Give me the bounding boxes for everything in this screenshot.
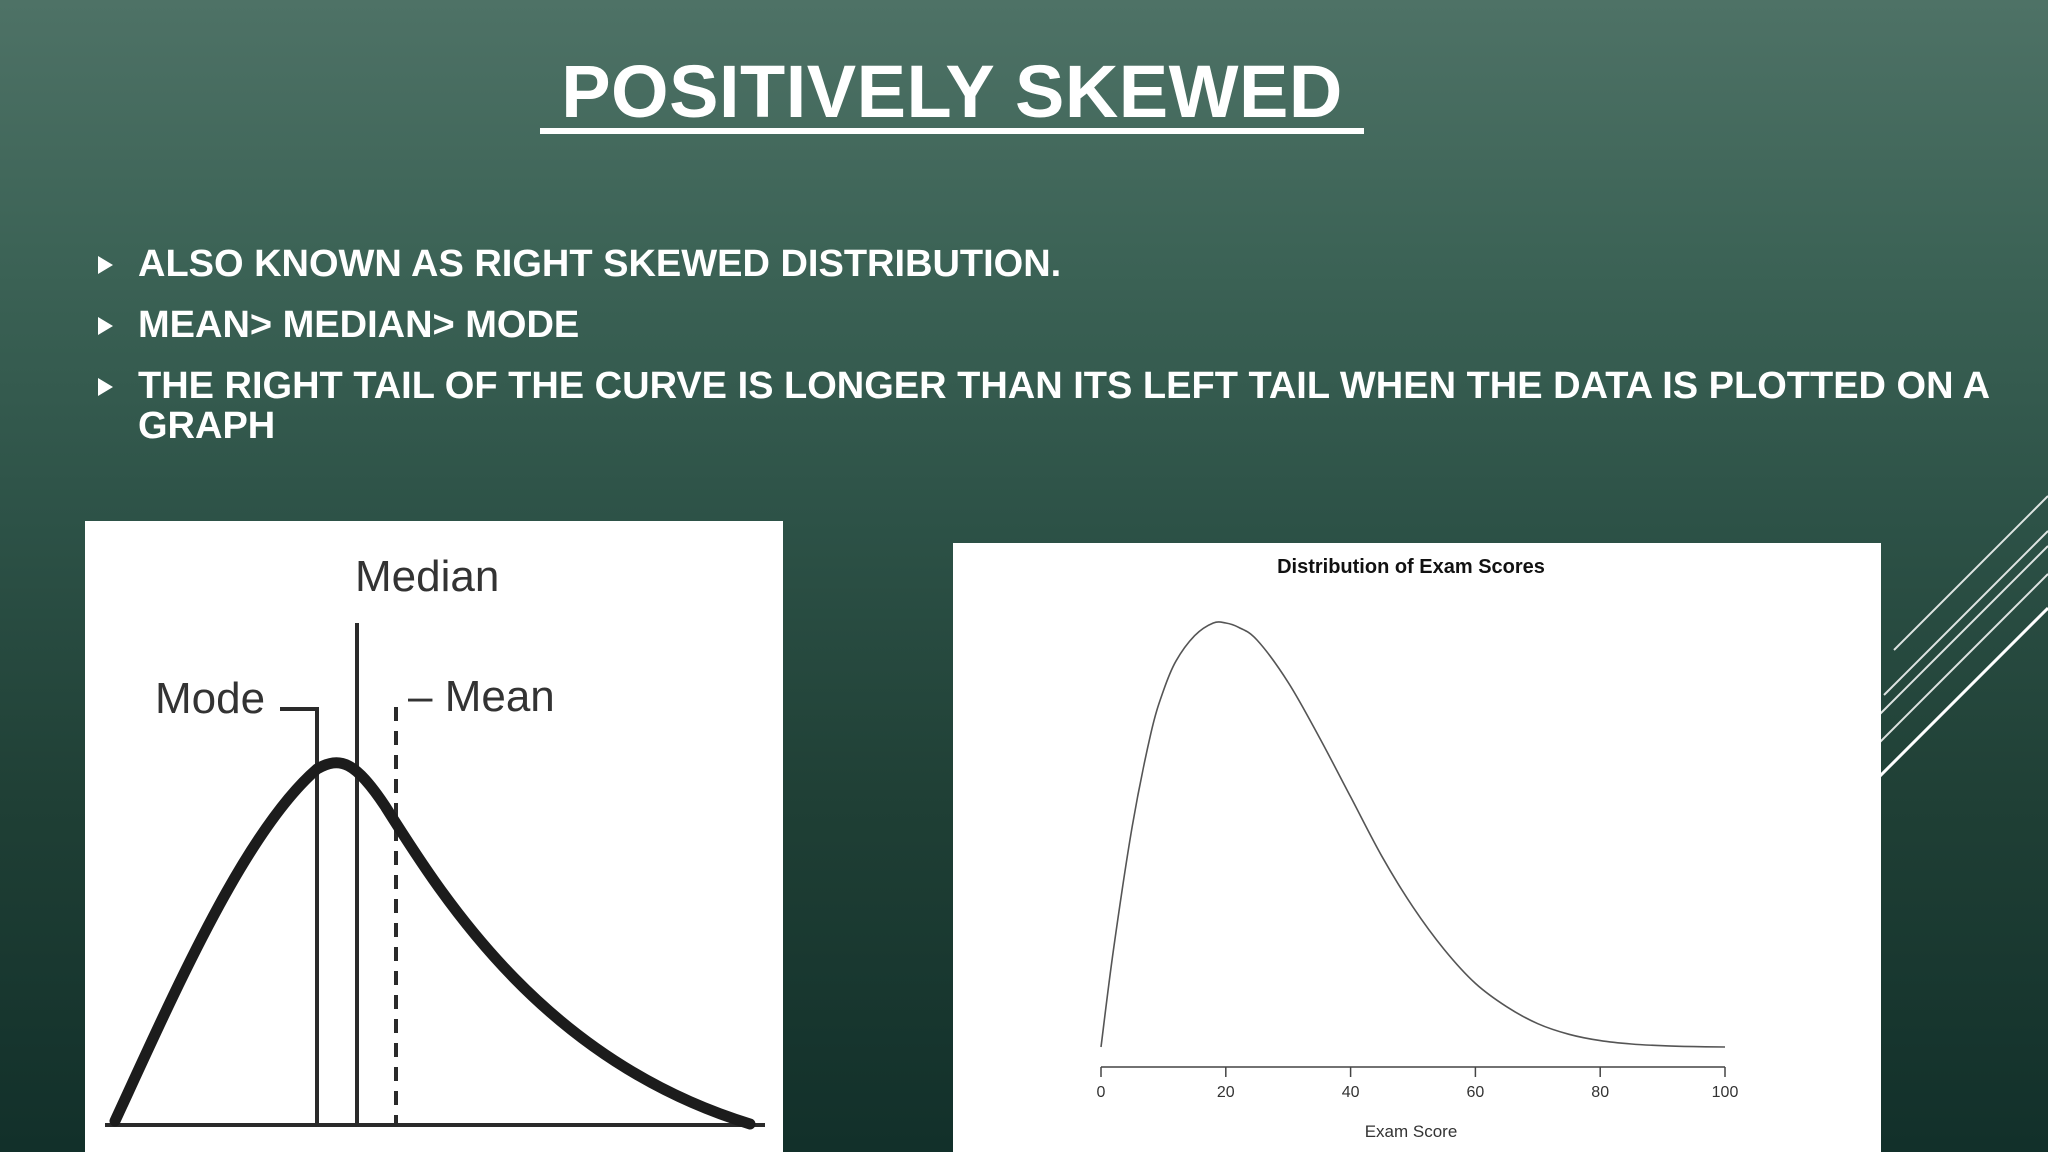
exam-chart-panel: Distribution of Exam Scores Exam Score 0… [953, 543, 1881, 1152]
median-label: Median [355, 552, 499, 601]
deco-line [1875, 545, 2048, 719]
x-tick-label: 60 [1467, 1084, 1485, 1101]
bullet-item: ALSO KNOWN AS RIGHT SKEWED DISTRIBUTION. [94, 244, 2014, 284]
title-underline [540, 128, 1364, 134]
decorative-lines [1870, 495, 2048, 788]
density-curve [1100, 621, 1726, 1048]
mode-line [280, 707, 319, 1125]
bullet-text: ALSO KNOWN AS RIGHT SKEWED DISTRIBUTION. [138, 243, 1062, 285]
skew-diagram: Median Mode – Mean [105, 552, 765, 1130]
bullet-item: THE RIGHT TAIL OF THE CURVE IS LONGER TH… [94, 366, 2014, 446]
mode-label: Mode [155, 674, 265, 723]
deco-line [1870, 606, 2048, 788]
deco-line [1893, 495, 2048, 651]
skew-curve [109, 757, 756, 1130]
slide-title: POSITIVELY SKEWED [561, 50, 1343, 133]
exam-score-chart: Distribution of Exam Scores Exam Score 0… [1097, 556, 1739, 1141]
chart-title: Distribution of Exam Scores [1277, 556, 1545, 578]
mean-label: – Mean [408, 672, 555, 721]
deco-line [1870, 573, 2048, 753]
deco-line [1883, 530, 2048, 696]
triangle-bullet-icon [98, 256, 113, 274]
bullet-item: MEAN> MEDIAN> MODE [94, 305, 2014, 345]
x-tick-label: 20 [1217, 1084, 1235, 1101]
bullet-list: ALSO KNOWN AS RIGHT SKEWED DISTRIBUTION.… [94, 244, 2014, 467]
skew-diagram-panel: Median Mode – Mean [85, 521, 783, 1152]
x-tick-label: 0 [1097, 1084, 1106, 1101]
triangle-bullet-icon [98, 317, 113, 335]
x-tick-label: 100 [1712, 1084, 1739, 1101]
x-axis-label: Exam Score [1365, 1122, 1458, 1141]
bullet-text: THE RIGHT TAIL OF THE CURVE IS LONGER TH… [138, 365, 1989, 447]
x-tick-label: 40 [1342, 1084, 1360, 1101]
triangle-bullet-icon [98, 378, 113, 396]
x-tick-label: 80 [1591, 1084, 1609, 1101]
bullet-text: MEAN> MEDIAN> MODE [138, 304, 580, 346]
